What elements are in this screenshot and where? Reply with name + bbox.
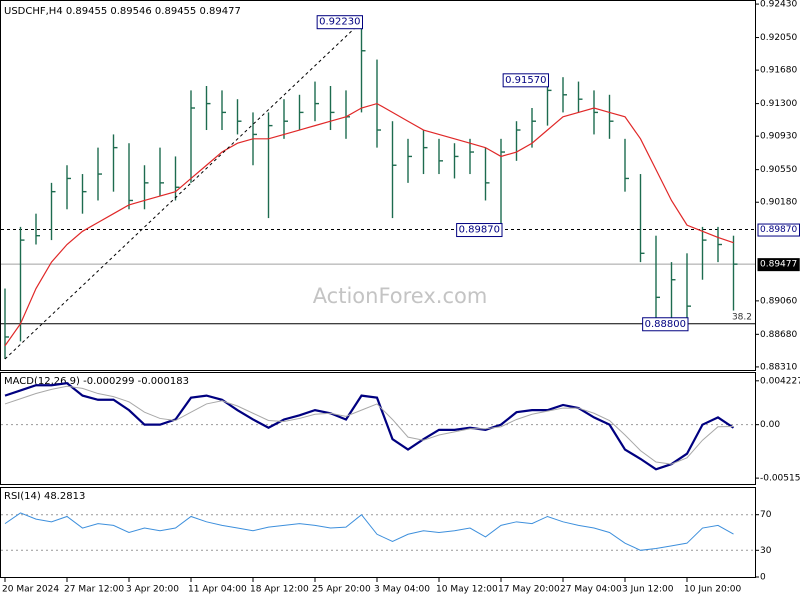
y-tick-label: 0.88680	[760, 330, 797, 340]
x-tick-label: 25 Apr 20:00	[312, 585, 371, 595]
y-tick-label: 0.92050	[760, 33, 797, 43]
y-tick-label: 0.90180	[760, 198, 797, 208]
y-tick-label: 0.92430	[760, 0, 797, 10]
x-tick-label: 27 May 04:00	[560, 585, 622, 595]
rsi-panel	[0, 487, 756, 578]
watermark: ActionForex.com	[313, 284, 488, 308]
y-tick-label: 70	[760, 510, 772, 520]
price-annotation: 0.92230	[319, 17, 360, 28]
y-tick-label: 30	[760, 546, 772, 556]
label-box	[642, 317, 689, 332]
price-panel	[0, 0, 756, 371]
y-tick-label: 0.91300	[760, 99, 797, 109]
y-tick-label: -0.005153	[760, 474, 800, 484]
x-tick-label: 3 Jun 12:00	[622, 585, 674, 595]
indicator-line	[4, 512, 734, 551]
x-tick-label: 10 May 12:00	[436, 585, 498, 595]
trend-line	[4, 21, 362, 360]
label-box	[757, 258, 800, 272]
price-annotation: 0.89870	[459, 225, 500, 236]
rsi-title: RSI(14) 48.2813	[4, 491, 85, 502]
macd-title: MACD(12,26,9) -0.000299 -0.000183	[4, 376, 189, 387]
label-box	[456, 223, 503, 238]
price-title: USDCHF,H4 0.89455 0.89546 0.89455 0.8947…	[4, 6, 241, 17]
x-tick-label: 3 Apr 20:00	[126, 585, 179, 595]
y-tick-label: 0.89060	[760, 296, 797, 306]
x-tick-label: 20 Mar 2024	[2, 585, 59, 595]
x-tick-label: 18 Apr 12:00	[250, 585, 309, 595]
level-label: 0.89477	[760, 260, 797, 270]
y-tick-label: 0.90550	[760, 165, 797, 175]
x-tick-label: 10 Jun 20:00	[684, 585, 741, 595]
indicator-line	[4, 385, 734, 465]
price-annotation: 0.88800	[645, 319, 686, 330]
x-tick-label: 17 May 20:00	[498, 585, 560, 595]
y-tick-label: 0.00	[760, 420, 780, 430]
indicator-line	[4, 382, 735, 471]
level-label: 0.89870	[760, 225, 797, 235]
y-tick-label: 0.91680	[760, 66, 797, 76]
x-tick-label: 27 Mar 12:00	[64, 585, 124, 595]
label-box	[502, 73, 549, 88]
macd-panel	[0, 372, 756, 485]
moving-average	[4, 102, 734, 347]
label-box	[316, 15, 363, 30]
x-tick-label: 3 May 04:00	[374, 585, 430, 595]
label-box	[757, 223, 800, 237]
y-tick-label: 0.88310	[760, 362, 797, 372]
y-tick-label: 0	[760, 573, 766, 583]
x-tick-label: 11 Apr 04:00	[188, 585, 247, 595]
price-annotation: 0.91570	[505, 75, 546, 86]
y-tick-label: 0.90930	[760, 132, 797, 142]
y-tick-label: 0.004227	[760, 376, 800, 386]
fib-label: 38.2	[732, 312, 752, 322]
